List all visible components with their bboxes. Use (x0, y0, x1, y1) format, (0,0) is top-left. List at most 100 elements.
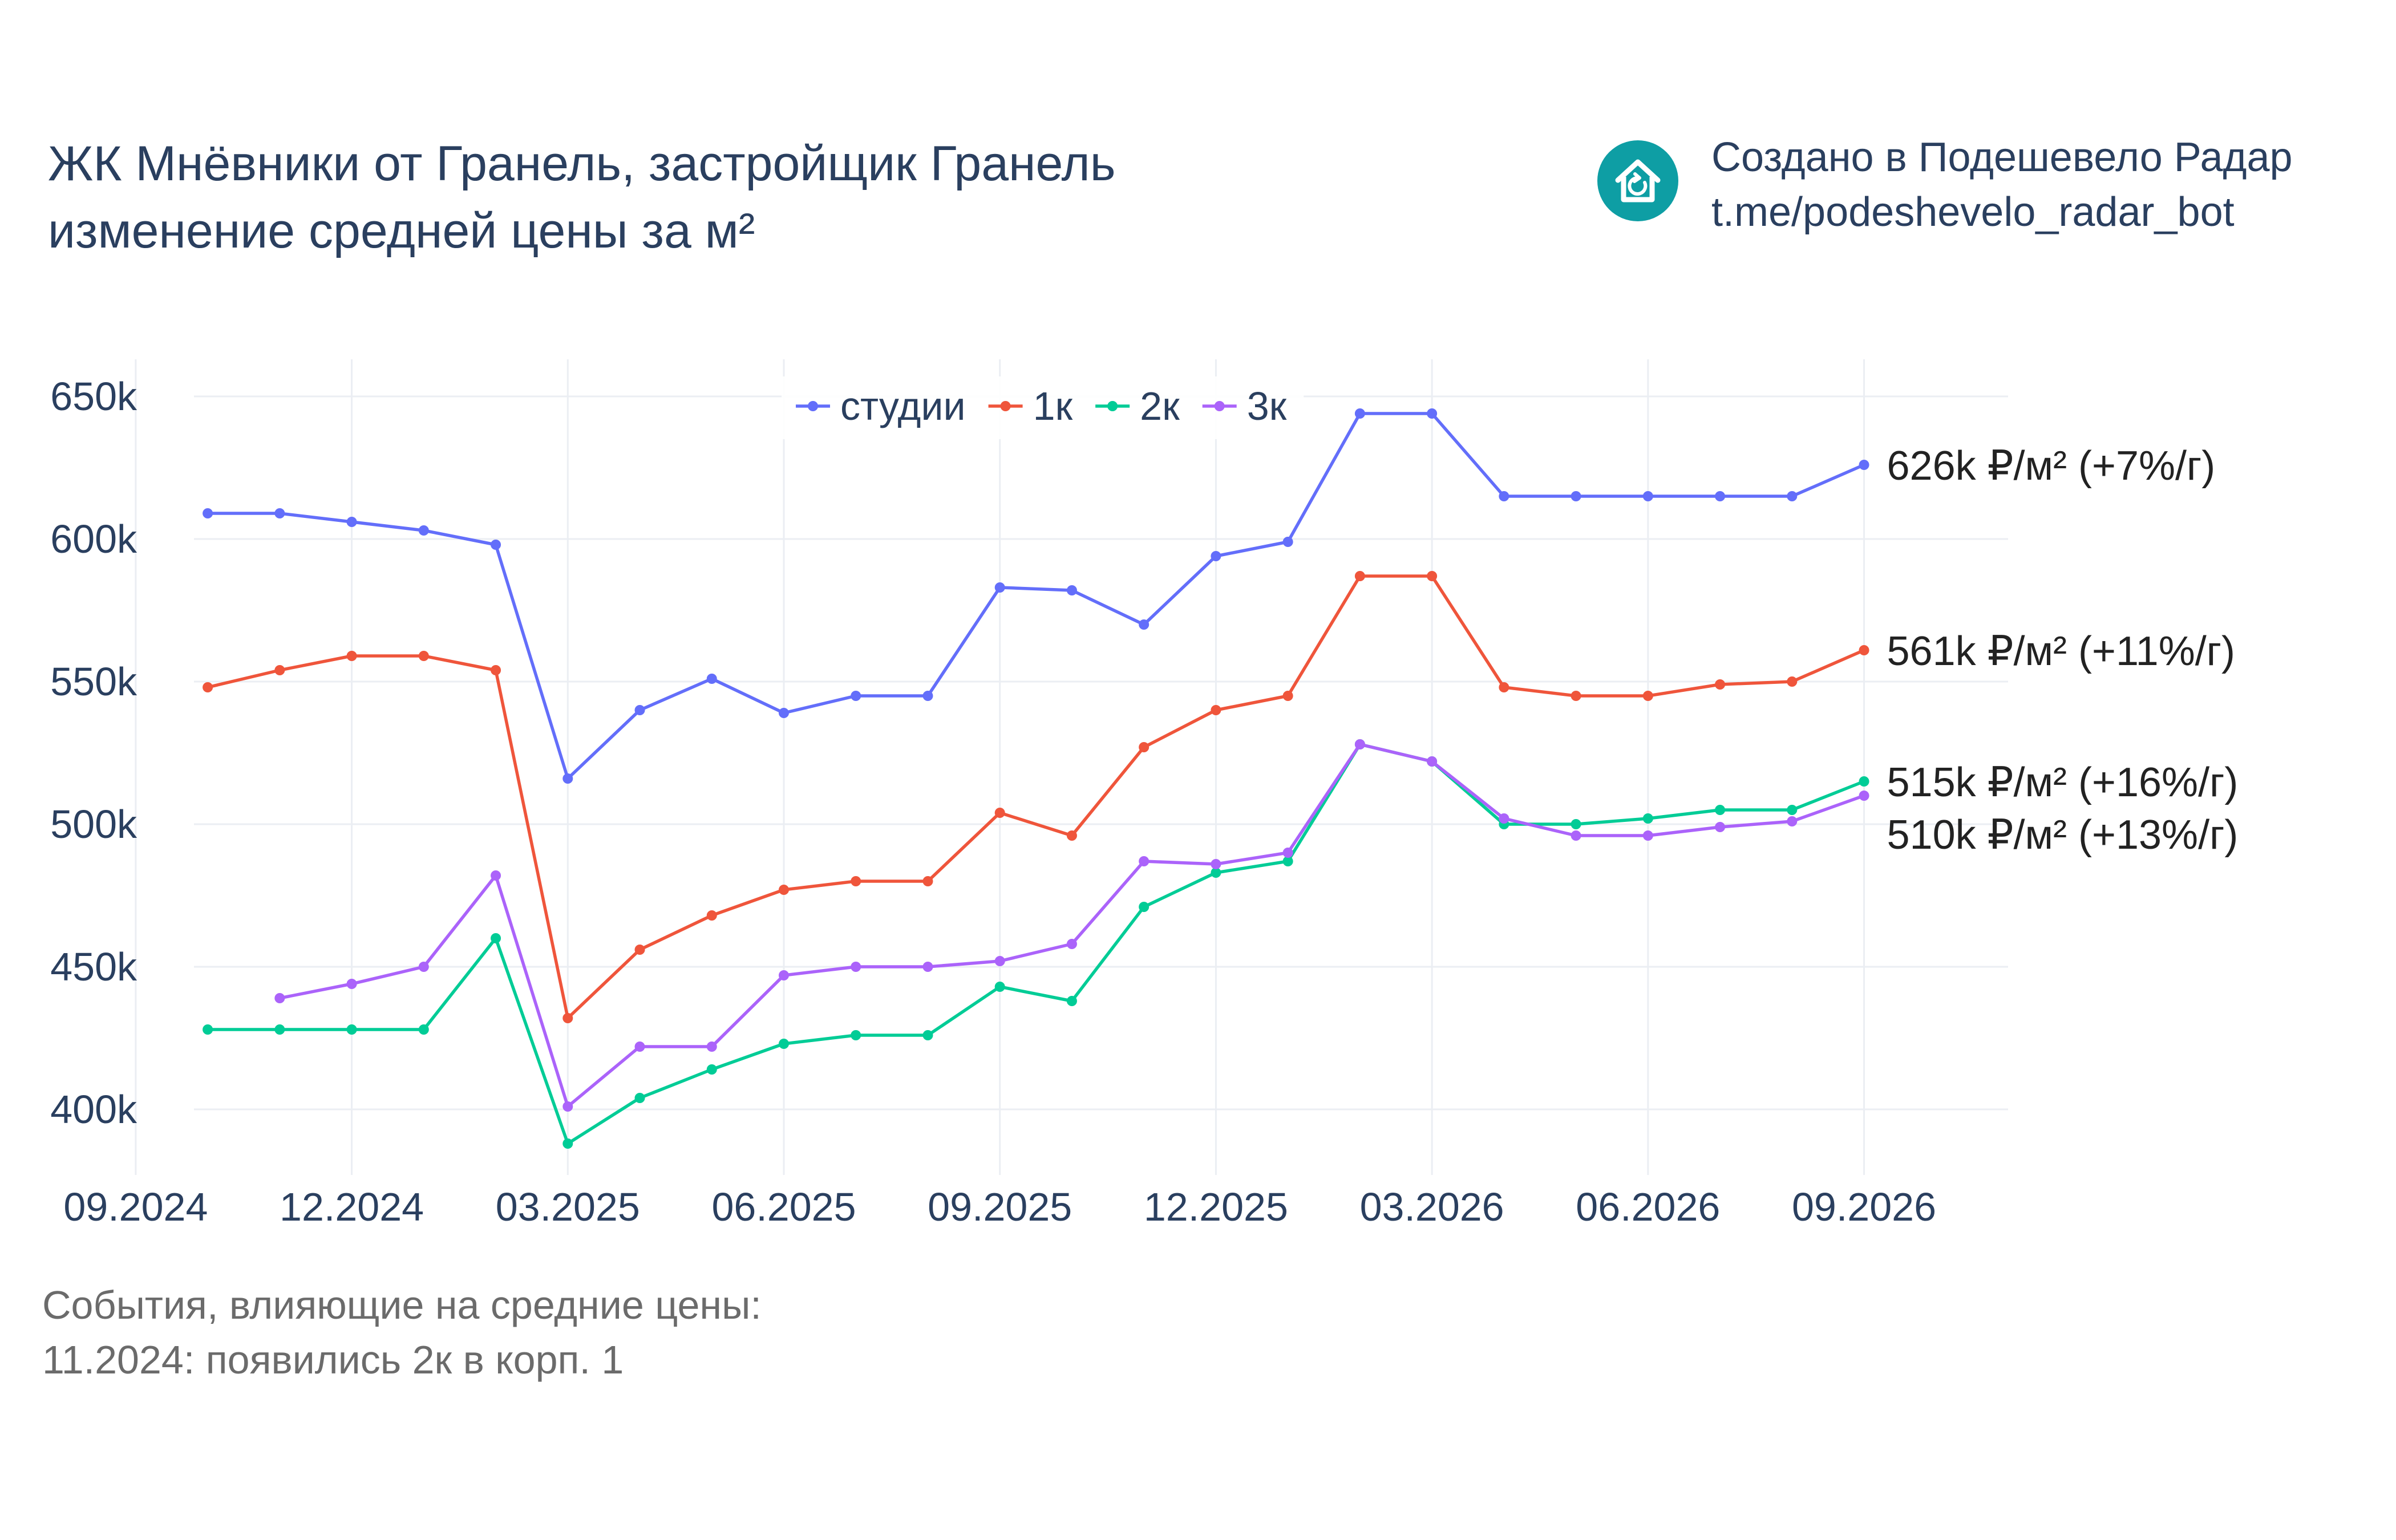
data-point (1787, 816, 1798, 826)
data-point (274, 665, 285, 675)
data-point (778, 970, 789, 980)
data-point (1571, 819, 1581, 829)
data-point (1066, 585, 1077, 595)
data-point (634, 1041, 645, 1052)
end-labels: 626k ₽/м² (+7%/г) 561k ₽/м² (+11%/г) 515k … (1887, 443, 2239, 858)
data-point (634, 1093, 645, 1103)
brand-text: Создано в Подешевело Радар t.me/podeshev… (1711, 130, 2293, 240)
data-point (562, 1013, 573, 1023)
data-point (1642, 691, 1653, 701)
brand-name: Создано в Подешевело Радар (1711, 135, 2293, 180)
chart-series (203, 408, 1869, 1149)
legend-swatch-marker (1000, 401, 1011, 411)
data-point (1859, 645, 1869, 655)
title-line-2: изменение средней цены за м² (48, 204, 755, 258)
data-point (1066, 830, 1077, 841)
events-note: События, влияющие на средние цены: 11.20… (42, 1278, 762, 1387)
data-point (491, 933, 501, 943)
data-point (1859, 460, 1869, 470)
data-point (1139, 902, 1150, 912)
series-end-label: 561k ₽/м² (+11%/г) (1887, 629, 2235, 674)
data-point (491, 870, 501, 881)
legend-label: студии (840, 384, 966, 428)
series-end-label: 515k ₽/м² (+16%/г) (1887, 760, 2239, 805)
data-point (706, 1064, 717, 1075)
data-point (203, 508, 213, 518)
data-point (346, 517, 357, 527)
data-point (1642, 830, 1653, 841)
series-line-студии (208, 412, 1865, 780)
data-point (1427, 408, 1438, 419)
data-point (634, 705, 645, 715)
chart-title: ЖК Мнёвники от Гранель, застройщик Гране… (48, 130, 1116, 265)
data-point (851, 691, 861, 701)
events-heading: События, влияющие на средние цены: (42, 1283, 762, 1327)
data-point (634, 945, 645, 955)
data-point (994, 956, 1005, 966)
data-point (1066, 939, 1077, 949)
data-point (1499, 682, 1509, 692)
data-point (203, 682, 213, 692)
data-point (778, 1039, 789, 1049)
data-point (1139, 619, 1150, 630)
data-point (706, 674, 717, 684)
data-point (994, 808, 1005, 818)
data-point (706, 1041, 717, 1052)
data-point (1499, 491, 1509, 501)
data-point (778, 885, 789, 895)
data-point (922, 876, 933, 886)
data-point (562, 1101, 573, 1112)
data-point (1354, 739, 1365, 749)
x-tick-label: 06.2026 (1576, 1185, 1720, 1229)
x-tick-label: 06.2025 (711, 1185, 856, 1229)
data-point (1571, 830, 1581, 841)
data-point (562, 773, 573, 784)
data-point (491, 540, 501, 550)
house-refresh-icon (1597, 140, 1678, 221)
y-tick-label: 650k (50, 374, 137, 419)
y-tick-label: 550k (50, 659, 137, 704)
data-point (1282, 537, 1293, 547)
events-item: 11.2024: появились 2к в корп. 1 (42, 1338, 624, 1382)
x-tick-label: 03.2025 (496, 1185, 640, 1229)
data-point (1642, 491, 1653, 501)
data-point (922, 691, 933, 701)
data-point (1787, 491, 1798, 501)
data-point (1571, 691, 1581, 701)
chart-legend: студии 1к 2к 3к (782, 376, 1304, 439)
x-tick-label: 12.2024 (280, 1185, 424, 1229)
y-tick-label: 500k (50, 802, 137, 846)
brand-link[interactable]: t.me/podeshevelo_radar_bot (1711, 189, 2235, 235)
data-point (346, 979, 357, 989)
y-tick-label: 400k (50, 1087, 137, 1132)
data-point (1787, 676, 1798, 687)
data-point (418, 651, 429, 661)
data-point (1139, 742, 1150, 752)
data-point (1499, 813, 1509, 824)
data-point (851, 1030, 861, 1040)
data-point (418, 962, 429, 972)
data-point (1787, 805, 1798, 815)
data-point (1354, 571, 1365, 581)
data-point (203, 1024, 213, 1035)
data-point (274, 993, 285, 1003)
series-end-label: 626k ₽/м² (+7%/г) (1887, 443, 2216, 489)
data-point (1282, 848, 1293, 858)
data-point (1427, 571, 1438, 581)
data-point (1715, 679, 1726, 690)
series-line-1к (207, 574, 1865, 1020)
data-point (346, 651, 357, 661)
data-point (851, 876, 861, 886)
data-point (1715, 491, 1726, 501)
data-point (346, 1024, 357, 1035)
data-point (1211, 868, 1221, 878)
series-end-label: 510k ₽/м² (+13%/г) (1887, 812, 2239, 858)
data-point (1571, 491, 1581, 501)
data-point (706, 910, 717, 921)
data-point (922, 962, 933, 972)
data-point (1211, 705, 1221, 715)
data-point (1211, 551, 1221, 561)
x-tick-label: 09.2025 (928, 1185, 1072, 1229)
x-tick-label: 12.2025 (1144, 1185, 1288, 1229)
y-axis-ticks: 400k 450k 500k 550k 600k 650k (50, 374, 137, 1132)
